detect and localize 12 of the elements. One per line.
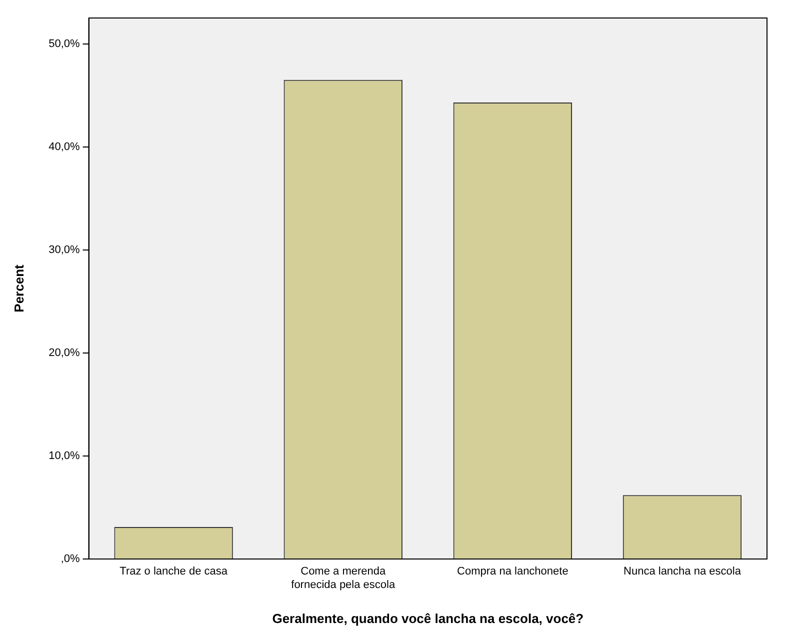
- y-axis-title: Percent: [11, 264, 26, 312]
- x-tick-label: Come a merenda fornecida pela escola: [291, 566, 396, 591]
- y-tick-label: ,0%: [60, 553, 80, 566]
- y-tick-label: 10,0%: [48, 450, 80, 462]
- y-tick-label: 40,0%: [48, 140, 80, 153]
- x-tick-label: Compra na lanchonete: [457, 566, 568, 578]
- x-tick-label: Nunca lancha na escola: [624, 566, 742, 578]
- x-axis-title: Geralmente, quando você lancha na escola, você?: [272, 610, 584, 626]
- y-tick-label: 20,0%: [48, 346, 80, 359]
- y-tick-label: 50,0%: [48, 38, 80, 50]
- x-tick-label: Traz o lanche de casa: [120, 566, 228, 578]
- y-tick-label: 30,0%: [48, 244, 80, 256]
